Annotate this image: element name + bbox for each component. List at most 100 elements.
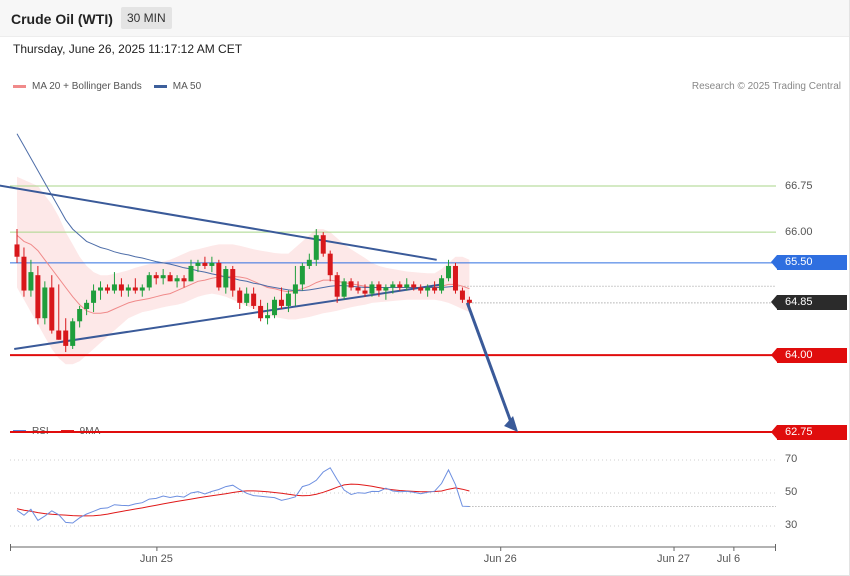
trendline-resistance xyxy=(0,184,437,261)
main-legend: MA 20 + Bollinger Bands MA 50 xyxy=(13,81,213,92)
candle xyxy=(272,296,278,319)
candle-body xyxy=(272,299,278,316)
candle xyxy=(104,284,110,294)
candle xyxy=(35,265,41,325)
candle-body xyxy=(362,290,368,294)
candle xyxy=(452,262,458,294)
candle xyxy=(258,299,264,322)
candle xyxy=(237,287,243,309)
candle xyxy=(70,318,76,349)
candle-body xyxy=(153,275,159,279)
candle xyxy=(313,229,319,266)
legend-label-ma50: MA 50 xyxy=(172,81,202,92)
candle xyxy=(195,259,201,273)
candle xyxy=(425,284,431,297)
candle-body xyxy=(341,281,347,297)
candle-body xyxy=(244,293,250,303)
candle xyxy=(167,272,173,282)
candle-body xyxy=(63,330,69,346)
legend-swatch-ma50 xyxy=(153,85,167,88)
level-label-65-50: 65.50 xyxy=(771,255,847,271)
candle xyxy=(181,275,187,288)
candle-body xyxy=(404,284,410,288)
candle xyxy=(278,287,284,309)
candle xyxy=(348,278,354,291)
candle-body xyxy=(376,284,382,291)
rsi-line xyxy=(16,467,470,524)
candle-body xyxy=(292,284,298,294)
candle xyxy=(327,250,333,282)
candle xyxy=(125,284,131,297)
candle-body xyxy=(446,265,452,279)
candle xyxy=(411,281,417,291)
candle xyxy=(446,259,452,282)
candle-body xyxy=(146,275,152,288)
candle-body xyxy=(355,287,361,291)
timeframe-badge[interactable]: 30 MIN xyxy=(121,7,172,29)
candle xyxy=(84,299,90,316)
candle xyxy=(369,281,375,297)
chart-header: Crude Oil (WTI) 30 MIN xyxy=(0,0,850,37)
candle xyxy=(251,287,257,309)
candle-body xyxy=(230,269,236,291)
candle-body xyxy=(327,253,333,276)
candle xyxy=(376,281,382,297)
candle-body xyxy=(251,293,257,306)
candle xyxy=(160,269,166,285)
rsi-9ma-line xyxy=(16,483,470,517)
candle-body xyxy=(118,284,124,291)
candle-body xyxy=(167,275,173,282)
candle xyxy=(459,287,465,303)
candle xyxy=(439,275,445,294)
candle-body xyxy=(278,299,284,306)
candle xyxy=(77,305,83,328)
candle-body xyxy=(425,287,431,291)
candle xyxy=(355,281,361,294)
candle-body xyxy=(188,265,194,282)
candle-body xyxy=(84,302,90,309)
level-label-66-00: 66.00 xyxy=(785,225,813,238)
candle xyxy=(111,272,117,294)
candle xyxy=(56,284,62,340)
candle xyxy=(306,253,312,270)
candle-body xyxy=(174,278,180,282)
candle xyxy=(299,262,305,291)
candle-body xyxy=(459,290,465,300)
candle-body xyxy=(77,309,83,322)
candle-body xyxy=(334,275,340,297)
trendline-support xyxy=(14,283,443,350)
projection-arrow-line xyxy=(465,302,514,426)
candle xyxy=(153,272,159,285)
candle xyxy=(285,290,291,313)
candle-body xyxy=(237,290,243,303)
level-label-62-75: 62.75 xyxy=(771,424,847,440)
rsi-tick-70: 70 xyxy=(785,453,798,465)
x-tick-label: Jun 26 xyxy=(483,553,517,565)
rsi-tick-30: 30 xyxy=(785,519,798,531)
candle-body xyxy=(42,287,48,319)
candle-body xyxy=(418,287,424,291)
candle xyxy=(432,281,438,294)
candle-body xyxy=(439,278,445,291)
candle xyxy=(139,284,145,297)
candle-body xyxy=(91,290,97,303)
candle xyxy=(146,272,152,291)
candle xyxy=(118,278,124,297)
research-credit: Research © 2025 Trading Central xyxy=(691,81,841,92)
candle-body xyxy=(411,284,417,288)
candle-body xyxy=(28,272,34,291)
candle-body xyxy=(452,265,458,291)
candle-body xyxy=(397,284,403,288)
candle-body xyxy=(466,299,472,303)
candle-body xyxy=(299,265,305,285)
candle-body xyxy=(223,269,229,288)
candle-body xyxy=(432,287,438,291)
candle xyxy=(341,278,347,300)
candle xyxy=(244,287,250,306)
candle-body xyxy=(258,305,264,319)
timestamp: Thursday, June 26, 2025 11:17:12 AM CET xyxy=(13,42,243,56)
level-label-64-00: 64.00 xyxy=(771,347,847,363)
legend-label-ma20: MA 20 + Bollinger Bands xyxy=(32,81,142,92)
candle-body xyxy=(181,278,187,282)
